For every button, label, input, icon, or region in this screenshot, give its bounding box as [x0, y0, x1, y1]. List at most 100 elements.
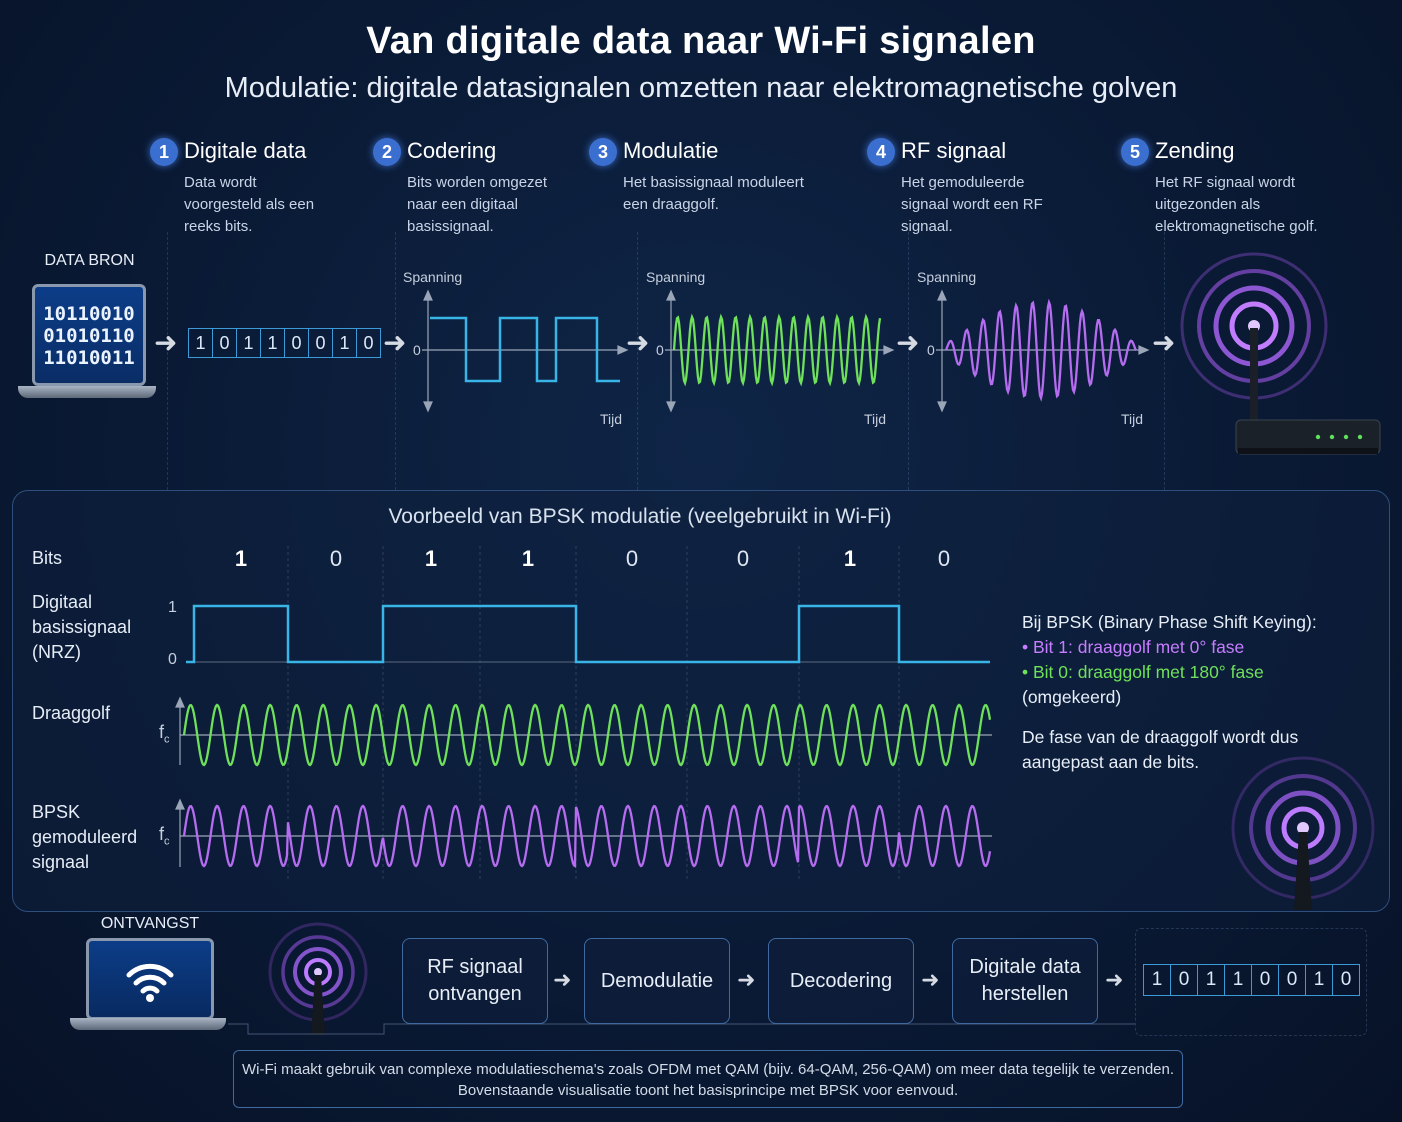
step-title: RF signaal: [901, 138, 1007, 163]
connector-lines: [228, 1023, 1135, 1035]
bpsk-bit: 1: [234, 546, 248, 571]
binary-line: 10110010: [43, 303, 135, 325]
y-axis-label: Spanning: [646, 269, 706, 285]
bit: 0: [1171, 965, 1198, 995]
arrow-right-icon: ➜: [154, 327, 178, 358]
receive-step-decode: Decodering: [768, 938, 914, 1024]
receiver-antenna-icon: [268, 922, 368, 1035]
bullet-text: Bit 1: draaggolf met 0° fase: [1033, 637, 1245, 657]
arrow-right-icon: ➜: [737, 967, 756, 992]
row-label-carrier: Draaggolf: [32, 703, 111, 723]
arrow-right-icon: ➜: [1152, 327, 1176, 358]
bpsk-bit: 1: [424, 546, 438, 571]
bullet-text: Bit 0: draaggolf met 180° fase: [1033, 662, 1264, 682]
bit: 0: [1279, 965, 1306, 995]
receive-step-rf: RF signaal ontvangen: [402, 938, 548, 1024]
separator: [1164, 232, 1165, 490]
footnote-line: Bovenstaande visualisatie toont het basi…: [457, 1082, 959, 1099]
bpsk-bit: 0: [625, 546, 639, 571]
receiver-laptop-base: [70, 1018, 226, 1030]
bpsk-title: Voorbeeld van BPSK modulatie (veelgebrui…: [388, 505, 892, 528]
bit: 0: [309, 329, 333, 357]
bit: 1: [261, 329, 285, 357]
carrier-axis: [175, 696, 992, 765]
bpsk-bit: 0: [736, 546, 750, 571]
page-title: Van digitale data naar Wi-Fi signalen: [366, 20, 1036, 62]
arrow-right-icon: ➜: [1105, 967, 1124, 992]
receive-step-demod: Demodulatie: [584, 938, 730, 1024]
step-title: Codering: [407, 138, 497, 163]
level-one-label: 1: [168, 599, 177, 616]
router-icon: [1180, 252, 1381, 455]
data-source-label: DATA BRON: [44, 252, 135, 269]
top-waveforms: [422, 252, 1381, 455]
footnote-line: Wi-Fi maakt gebruik van complexe modulat…: [241, 1061, 1175, 1078]
square-wave: [430, 316, 620, 383]
receive-label: ONTVANGST: [100, 915, 200, 932]
y-axis-label: Spanning: [403, 269, 463, 285]
bpsk-explanation: Bij BPSK (Binary Phase Shift Keying): • …: [1022, 610, 1362, 775]
bit: 0: [1340, 969, 1352, 990]
carrier-frequency-label: fc: [159, 722, 170, 746]
arrow-right-icon: ➜: [896, 327, 920, 358]
row-label-line: basissignaal: [32, 617, 132, 637]
modulated-axis: [175, 798, 992, 867]
bullet-suffix: (omgekeerd): [1022, 687, 1122, 707]
separator: [395, 232, 396, 490]
explain-heading: Bij BPSK (Binary Phase Shift Keying):: [1022, 612, 1317, 632]
step-title: Digitale data: [184, 138, 307, 163]
bit-sequence: 1 0 1 1 0 0 1 0: [188, 328, 381, 358]
zero-label: 0: [413, 342, 421, 358]
bit: 1: [1198, 965, 1225, 995]
fc-subscript: c: [164, 835, 170, 848]
bpsk-bit: 1: [843, 546, 857, 571]
restored-bit-sequence: 1 0 1 1 0 0 1 0: [1143, 964, 1360, 996]
laptop-base: [18, 386, 156, 398]
explain-footer: De fase van de draaggolf wordt dus aange…: [1022, 727, 1299, 772]
step-description: Het RF signaal wordt uitgezonden als ele…: [1155, 174, 1318, 235]
step-number: 3: [589, 138, 617, 166]
arrow-right-icon: ➜: [383, 327, 407, 358]
receive-step-restore: Digitale data herstellen: [952, 938, 1098, 1024]
step-description: Het gemoduleerde signaal wordt een RF si…: [901, 174, 1043, 235]
bit: 0: [1252, 965, 1279, 995]
laptop-icon: 10110010 01010110 11010011: [32, 284, 146, 386]
receiver-laptop-icon: [86, 938, 214, 1020]
step-title: Modulatie: [623, 138, 719, 163]
step-description: Data wordt voorgesteld als een reeks bit…: [184, 174, 315, 235]
bpsk-modulated-wave: [182, 804, 992, 869]
bit: 0: [285, 329, 309, 357]
bit: 1: [1306, 965, 1333, 995]
restored-data-frame: [1135, 928, 1367, 1036]
bit: 0: [213, 329, 237, 357]
step-number: 4: [867, 138, 895, 166]
row-label-line: (NRZ): [32, 642, 81, 662]
nrz-baseband: [186, 604, 990, 664]
step-description: Het basissignaal moduleert een draaggolf…: [623, 174, 804, 213]
step-number: 1: [150, 138, 178, 166]
fc-subscript: c: [164, 733, 170, 746]
receive-graphics: [228, 922, 1135, 1035]
row-label-line: BPSK: [32, 802, 81, 822]
bit: 1: [333, 329, 357, 357]
binary-line: 11010011: [43, 347, 135, 369]
x-axis-label: Tijd: [1121, 411, 1144, 427]
binary-line: 01010110: [43, 325, 135, 347]
row-label-line: signaal: [32, 852, 90, 872]
row-label-baseband: Digitaal basissignaal (NRZ): [32, 590, 131, 665]
separator: [908, 232, 909, 490]
step-number: 5: [1121, 138, 1149, 166]
bpsk-waveforms: [175, 546, 1375, 910]
bit: 1: [237, 329, 261, 357]
antenna-icon: [1231, 756, 1375, 910]
bit: 0: [363, 333, 374, 353]
carrier-frequency-label: fc: [159, 824, 170, 848]
bullet-bit-0: • Bit 0: draaggolf met 180° fase (omgeke…: [1022, 662, 1264, 707]
row-label-bits: Bits: [32, 548, 63, 568]
bullet-bit-1: • Bit 1: draaggolf met 0° fase: [1022, 637, 1245, 657]
row-label-modulated: BPSK gemoduleerd signaal: [32, 800, 137, 875]
page-subtitle: Modulatie: digitale datasignalen omzette…: [224, 72, 1178, 104]
coding-plot-axes: [422, 289, 629, 413]
zero-label: 0: [656, 342, 664, 358]
bit: 1: [1225, 965, 1252, 995]
